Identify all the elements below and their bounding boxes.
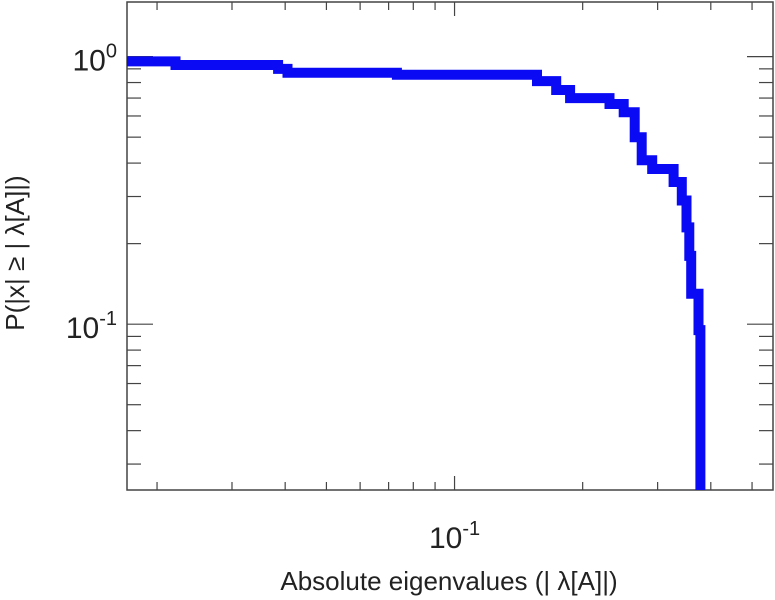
eigenvalue-distribution-line bbox=[127, 56, 706, 490]
y-tick-label: 100 bbox=[73, 41, 118, 78]
plot-frame bbox=[126, 1, 774, 491]
minor-ticks bbox=[127, 2, 773, 490]
y-tick-label: 10-1 bbox=[66, 308, 117, 345]
y-tick-labels: 100 10-1 bbox=[66, 41, 117, 346]
x-axis-label: Absolute eigenvalues (| λ[A]|) bbox=[280, 566, 617, 596]
x-tick-labels: 10-1 bbox=[429, 518, 480, 555]
y-axis-label: P(|x| ≥ | λ[A]|) bbox=[0, 175, 30, 330]
x-tick-label: 10-1 bbox=[429, 518, 480, 555]
